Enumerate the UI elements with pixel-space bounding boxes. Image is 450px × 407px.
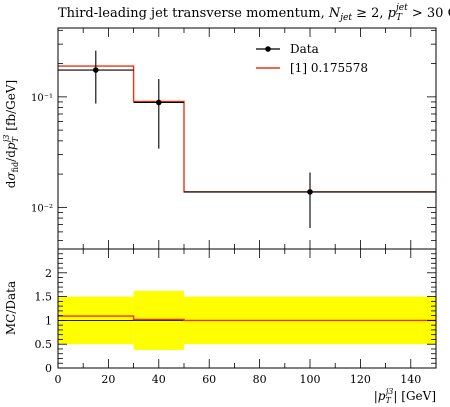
ratio-panel-frame [57, 248, 437, 369]
ratio-mc-histogram [58, 315, 436, 322]
ratio-panel: 00.511.520 20 40 60 80 100 120 140 MC/Data |pTj… [4, 248, 437, 405]
main-panel: 10⁻¹ 10⁻² Data [1] 0.175578 dσfid/dpTj3 [… [2, 27, 437, 250]
legend-entry-data: Data [256, 42, 319, 56]
ratio-y-tick-label: 1.5 [35, 291, 53, 304]
data-point-3 [184, 172, 436, 229]
ratio-y-tick-label: 0 [45, 362, 52, 375]
data-point-marker [307, 189, 313, 195]
legend-mc-label: [1] 0.175578 [290, 61, 368, 75]
ratio-y-tick-label: 0.5 [35, 338, 53, 351]
x-tick-label: 20 [101, 373, 115, 386]
legend-data-marker [265, 46, 271, 52]
x-tick-label: 100 [300, 373, 321, 386]
legend-data-label: Data [290, 42, 319, 56]
x-tick-label: 40 [152, 373, 166, 386]
main-y-tick-label: 10⁻¹ [31, 93, 53, 104]
legend-entry-mc: [1] 0.175578 [256, 61, 368, 75]
main-panel-frame [57, 27, 437, 250]
x-tick-label: 120 [350, 373, 371, 386]
x-tick-label: 60 [202, 373, 216, 386]
data-point-marker [156, 99, 162, 106]
x-axis-label: |pTj3| [GeV] [374, 387, 436, 405]
main-y-tick-label: 10⁻² [31, 203, 53, 214]
data-point-1 [58, 50, 134, 104]
x-tick-label: 80 [253, 373, 267, 386]
data-point-marker [93, 67, 99, 73]
x-tick-label: 140 [400, 373, 421, 386]
chart-title: Third-leading jet transverse momentum, N… [58, 3, 450, 23]
data-point-2 [133, 79, 184, 149]
legend: Data [1] 0.175578 [256, 42, 368, 75]
x-tick-label: 0 [55, 373, 62, 386]
ratio-y-tick-label: 1 [45, 314, 52, 327]
main-y-axis-label: dσfid/dpTj3 [fb/GeV] [2, 80, 20, 188]
main-mc-histogram [58, 65, 436, 193]
ratio-y-axis-label: MC/Data [4, 281, 18, 335]
ratio-y-tick-label: 2 [45, 267, 52, 280]
